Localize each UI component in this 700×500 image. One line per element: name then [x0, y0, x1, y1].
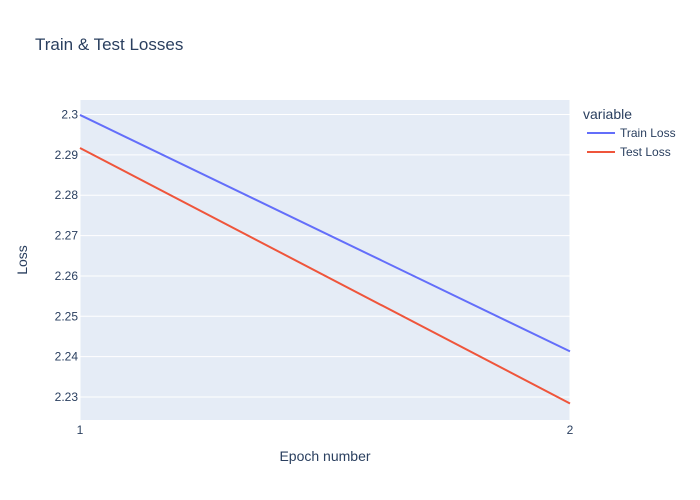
legend-label-train-loss: Train Loss — [620, 126, 676, 140]
y-tick-label: 2.3 — [61, 108, 78, 122]
y-tick-label: 2.28 — [55, 188, 79, 202]
legend-label-test-loss: Test Loss — [620, 145, 671, 159]
y-tick-label: 2.25 — [55, 309, 79, 323]
y-tick-label: 2.23 — [55, 390, 79, 404]
series-lines — [79, 114, 571, 405]
y-tick-label: 2.24 — [55, 350, 79, 364]
legend: variable Train Loss Test Loss — [583, 106, 676, 159]
x-axis-title: Epoch number — [279, 448, 370, 464]
y-tick-label: 2.26 — [55, 269, 79, 283]
y-axis-ticks: 2.23 2.24 2.25 2.26 2.27 2.28 2.29 2.3 — [55, 108, 79, 404]
series-line-test-loss — [79, 147, 571, 405]
y-axis-title: Loss — [14, 245, 30, 275]
chart-title: Train & Test Losses — [35, 35, 183, 54]
x-tick-label: 1 — [77, 423, 84, 437]
legend-title: variable — [583, 106, 632, 122]
series-line-train-loss — [79, 114, 571, 353]
y-tick-label: 2.29 — [55, 148, 79, 162]
x-tick-label: 2 — [567, 423, 574, 437]
plot-area — [80, 100, 570, 420]
y-tick-label: 2.27 — [55, 229, 79, 243]
